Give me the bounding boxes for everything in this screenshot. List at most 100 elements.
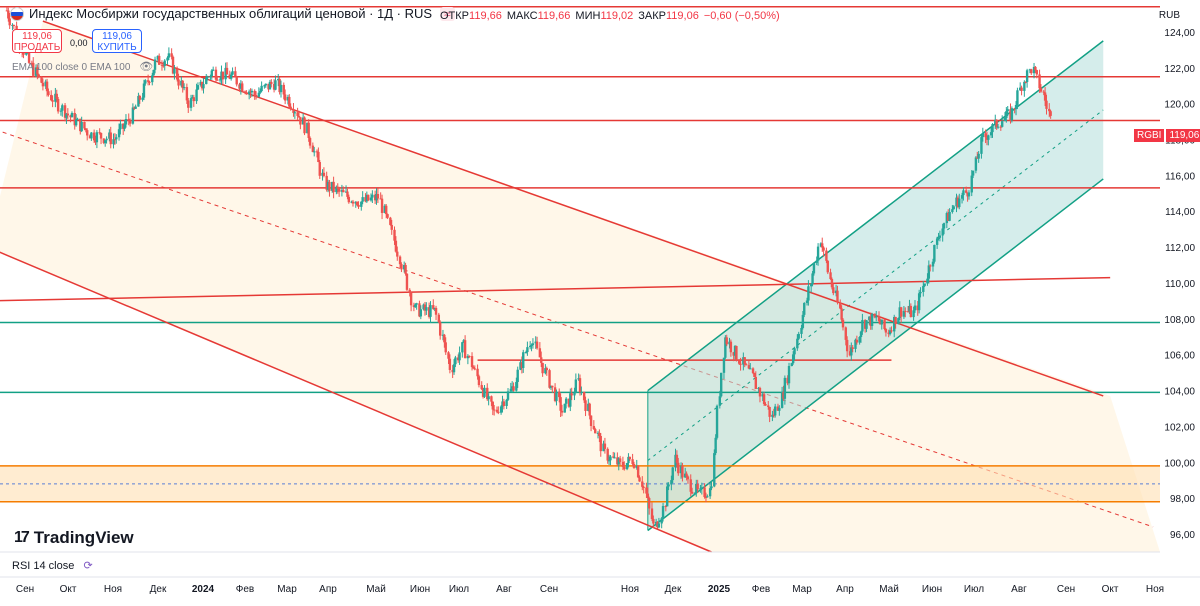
candle-body xyxy=(170,53,173,57)
x-tick-label: Май xyxy=(366,584,386,595)
x-tick-label: Июн xyxy=(922,584,942,595)
tradingview-logo[interactable]: 17 TradingView xyxy=(14,528,134,548)
candle-body xyxy=(473,368,476,370)
ohlc-key: МАКС xyxy=(506,10,538,22)
candle-body xyxy=(916,305,919,311)
candle-body xyxy=(267,83,270,90)
currency-label[interactable]: RUB xyxy=(1158,10,1180,21)
candle-body xyxy=(776,406,780,411)
x-tick-label: Апр xyxy=(836,584,854,595)
x-tick-label: Мар xyxy=(792,584,812,595)
candle-body xyxy=(962,190,965,196)
candle-body xyxy=(88,135,92,139)
candle-body xyxy=(803,302,806,315)
candle-body xyxy=(337,188,341,192)
compare-icon[interactable]: ≈ xyxy=(440,6,455,21)
candle-body xyxy=(214,69,218,80)
candle-body xyxy=(602,443,605,452)
x-tick-label: Дек xyxy=(150,584,167,595)
candle-body xyxy=(373,194,377,201)
candle-body xyxy=(289,106,292,110)
candle-body xyxy=(863,320,867,329)
candle-body xyxy=(282,84,285,95)
candle-body xyxy=(423,304,427,311)
candle-body xyxy=(778,407,781,411)
candle-body xyxy=(768,406,771,417)
x-tick-label: Июн xyxy=(410,584,430,595)
candle-body xyxy=(671,467,674,481)
candle-body xyxy=(977,153,980,159)
candle-body xyxy=(456,357,460,361)
candle-body xyxy=(902,310,906,317)
trend-line xyxy=(0,251,712,553)
candle-body xyxy=(69,115,72,118)
candle-body xyxy=(909,305,913,318)
candle-body xyxy=(167,53,171,58)
candle-body xyxy=(725,337,728,345)
candle-body xyxy=(970,175,973,193)
candle-body xyxy=(534,341,537,344)
y-tick-label: 122,00 xyxy=(1164,64,1195,75)
candle-body xyxy=(45,81,49,92)
ema-legend[interactable]: EMA 100 close 0 EMA 100 👁 xyxy=(12,60,153,73)
candle-body xyxy=(942,223,946,229)
candle-body xyxy=(1043,92,1047,101)
candle-body xyxy=(1010,108,1014,121)
candle-body xyxy=(133,107,136,109)
x-tick-label: Авг xyxy=(496,584,512,595)
candle-body xyxy=(98,132,101,134)
candle-body xyxy=(32,62,35,76)
candle-body xyxy=(102,138,106,143)
candle-body xyxy=(5,10,9,12)
y-tick-label: 106,00 xyxy=(1164,351,1195,362)
rsi-legend[interactable]: RSI 14 close ⟳ xyxy=(12,559,93,572)
candle-body xyxy=(587,403,590,411)
candle-body xyxy=(884,329,888,333)
candle-body xyxy=(1005,111,1008,118)
eye-hidden-icon[interactable]: 👁 xyxy=(139,61,154,73)
candle-body xyxy=(809,284,813,287)
candle-body xyxy=(948,212,951,221)
refresh-icon[interactable]: ⟳ xyxy=(83,560,93,572)
candle-body xyxy=(737,360,741,364)
candle-body xyxy=(70,112,74,118)
candle-body xyxy=(796,338,799,349)
candle-body xyxy=(873,313,877,318)
y-tick-label: 110,00 xyxy=(1165,279,1195,290)
candle-body xyxy=(477,376,481,386)
candle-body xyxy=(351,201,355,204)
candle-body xyxy=(1042,91,1045,93)
candle-body xyxy=(7,10,10,19)
candle-body xyxy=(142,83,146,98)
candle-body xyxy=(152,69,155,76)
candle-body xyxy=(432,305,435,309)
candle-body xyxy=(318,162,321,176)
tradingview-logo-text: TradingView xyxy=(33,528,134,547)
candle-body xyxy=(549,385,553,388)
candle-body xyxy=(1028,69,1032,71)
candle-body xyxy=(501,401,504,407)
candle-body xyxy=(206,76,209,78)
candle-body xyxy=(850,347,853,356)
candle-body xyxy=(771,414,774,417)
symbol-title[interactable]: Индекс Мосбиржи государственных облигаци… xyxy=(29,6,433,21)
candle-body xyxy=(1003,117,1007,122)
candle-body xyxy=(929,265,932,267)
ohlc-key: ОТКР xyxy=(440,10,470,22)
buy-button[interactable]: 119,06 КУПИТЬ xyxy=(92,29,142,53)
candle-body xyxy=(710,486,713,489)
candle-body xyxy=(137,95,140,107)
candle-body xyxy=(476,368,479,377)
candle-body xyxy=(773,406,777,416)
x-tick-label: Апр xyxy=(319,584,337,595)
candle-body xyxy=(735,345,738,361)
candle-body xyxy=(839,302,842,309)
sell-button[interactable]: 119,06 ПРОДАТЬ xyxy=(12,29,62,53)
candle-body xyxy=(127,119,130,121)
candle-body xyxy=(967,192,971,197)
candle-body xyxy=(761,394,764,397)
candle-body xyxy=(448,358,452,370)
candle-body xyxy=(257,92,261,97)
